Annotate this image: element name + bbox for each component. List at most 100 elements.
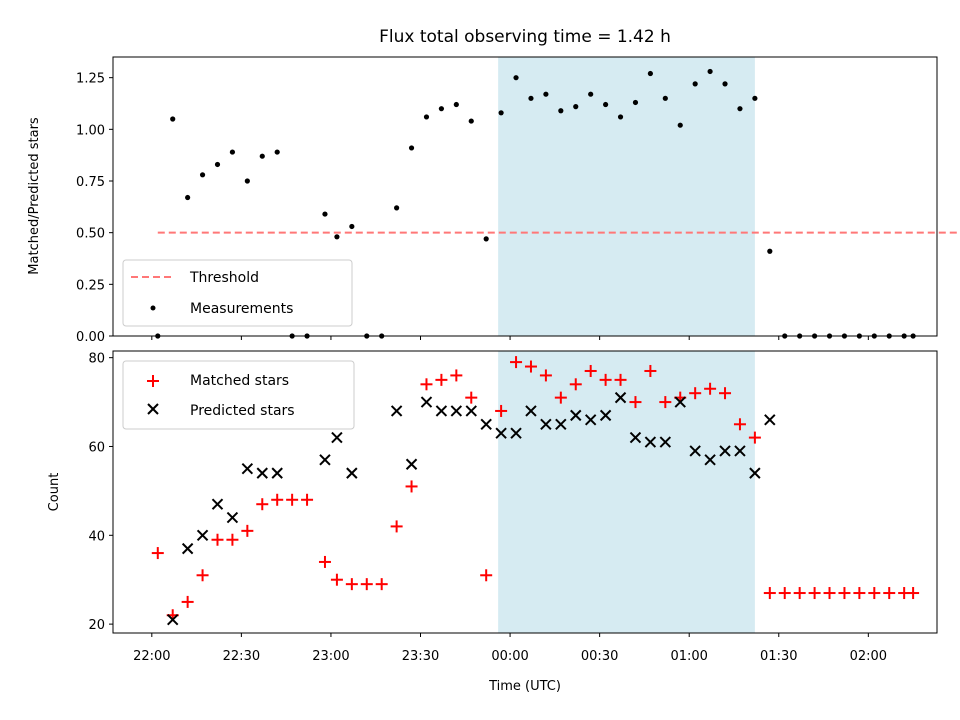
matched-star-point [883,587,896,600]
measurement-point [573,104,579,110]
measurement-point [767,248,773,254]
measurement-point [543,91,549,97]
legend-label-predicted-stars: Predicted stars [190,403,295,419]
y-tick-label: 0.25 [76,278,105,293]
top-y-axis: 0.00 0.25 0.50 0.75 1.00 1.25 [76,72,113,345]
measurement-point [603,101,609,108]
matched-star-point [286,493,299,506]
matched-star-point [330,573,343,586]
observing-interval-shade-top [498,57,755,336]
measurement-point [513,75,519,81]
predicted-star-point [644,436,657,448]
predicted-star-point [599,409,612,422]
predicted-star-point [390,405,403,417]
measurement-point [214,161,221,168]
predicted-star-point [614,391,627,404]
measurement-point [483,236,489,242]
x-tick-label: 22:30 [223,649,260,664]
x-tick-label: 00:00 [491,649,528,664]
measurement-point [170,116,176,122]
predicted-star-point [196,529,209,542]
predicted-star-point [319,454,331,466]
matched-star-point [793,587,806,600]
observing-interval-shade-bottom [498,351,755,633]
predicted-star-point [734,445,746,457]
x-tick-label: 02:00 [850,649,887,664]
matched-star-point [301,493,314,506]
predicted-star-point [346,467,358,479]
predicted-star-point [749,467,761,479]
matched-star-point [495,404,508,417]
predicted-star-point [704,454,716,466]
predicted-star-point [211,498,224,510]
y-tick-label: 0.50 [76,227,105,242]
matched-star-point [823,587,836,600]
measurement-point [588,91,594,97]
predicted-star-point [764,414,776,426]
predicted-star-point [271,467,283,479]
matched-star-point [318,555,331,568]
y-tick-label: 0.00 [76,330,105,345]
predicted-star-point [719,445,731,457]
measurement-point [468,118,474,124]
measurement-point [349,223,355,230]
top-plot-data [155,68,960,339]
matched-star-point [539,369,552,382]
predicted-star-point [420,396,433,408]
measurement-point [692,81,698,87]
measurement-point [229,149,236,155]
legend-label-threshold: Threshold [189,270,259,286]
measurement-point [438,106,445,112]
predicted-star-point [570,409,582,422]
matched-star-point [569,378,582,391]
measurement-point [244,178,250,184]
measurement-point [558,108,564,114]
x-axis-label: Time (UTC) [488,679,561,694]
matched-star-point [226,533,239,546]
measurement-point [199,172,206,178]
measurement-point [423,114,430,120]
bottom-panel: 20 40 60 80 22:00 22:30 23:00 23:30 00:00 00:30 0… [47,350,938,694]
matched-star-point [435,373,448,386]
matched-star-point [151,547,164,560]
matched-star-point [465,391,478,404]
x-tick-label: 00:30 [581,649,618,664]
matched-star-point [196,569,209,582]
matched-star-point [420,378,433,391]
matched-star-point [907,587,920,600]
measurement-point [722,81,728,87]
measurement-point [334,234,340,240]
predicted-star-point [181,542,194,555]
matched-star-point [405,480,418,493]
y-tick-label: 60 [88,440,105,455]
bottom-plot-data [151,356,920,626]
predicted-star-point [405,458,418,470]
matched-star-point [241,524,254,537]
measurement-point [617,114,624,120]
bottom-legend: Matched stars Predicted stars [122,360,355,430]
matched-star-point [659,396,672,409]
measurement-point [259,153,265,159]
predicted-star-point [241,462,254,475]
predicted-star-point [555,418,567,430]
predicted-star-point [435,405,448,417]
matched-star-point [763,587,776,600]
x-tick-label: 01:30 [760,649,797,664]
predicted-star-point [689,445,701,457]
y-tick-label: 1.00 [76,123,105,138]
predicted-star-point [256,467,268,479]
matched-star-point [838,587,851,600]
matched-star-point [599,373,612,386]
predicted-star-point [465,405,477,417]
matched-star-point [345,578,358,591]
predicted-star-point [480,418,492,430]
predicted-star-point [525,405,537,417]
x-tick-label: 22:00 [133,649,170,664]
top-legend: Threshold Measurements [122,259,353,327]
figure-title: Flux total observing time = 1.42 h [379,27,671,47]
predicted-star-point [167,613,179,626]
y-tick-label: 80 [88,352,105,367]
matched-star-point [181,595,194,608]
matched-star-point [480,569,493,582]
